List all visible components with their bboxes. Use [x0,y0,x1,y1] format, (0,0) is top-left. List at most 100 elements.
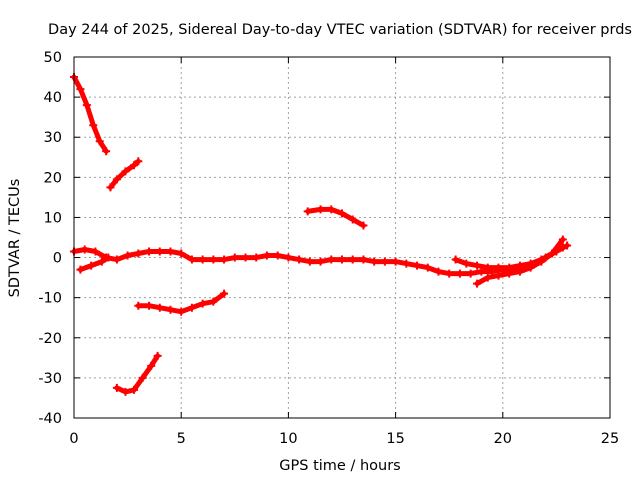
data-point [473,261,482,270]
data-point [515,267,524,276]
data-point [537,257,546,266]
y-tick-label: -30 [38,371,62,387]
data-point [359,221,368,230]
data-point [95,137,104,146]
series-arc-late-2 [473,235,567,288]
chart-title: Day 244 of 2025, Sidereal Day-to-day VTE… [48,22,632,38]
data-point [198,255,207,264]
grid-lines [74,57,610,418]
data-point [273,251,282,260]
data-point [121,387,130,396]
data-point [338,209,346,218]
y-tick-label: -40 [38,411,62,427]
data-point [483,263,492,272]
data-point [316,257,325,266]
axis-ticks: 0 5 10 15 20 25 -40 -30 -20 -10 0 10 20 30 40 50 [38,50,619,447]
data-point [112,175,121,184]
data-point [145,301,154,310]
data-point [462,259,471,268]
data-point [305,257,314,266]
data-point [505,269,514,278]
data-point [445,269,454,278]
data-point [123,251,132,260]
data-point [177,307,186,316]
data-point [153,351,162,360]
data-point [187,255,196,264]
data-point [155,247,164,256]
data-point [220,255,229,264]
data-point [295,255,304,264]
series-arc-high-descending [70,73,111,156]
series-arc-mid-rising [106,157,143,192]
y-axis-label: SDTVAR / TECUs [7,179,23,298]
data-point [348,215,357,224]
data-point [252,253,261,262]
data-point [166,247,175,256]
data-point [97,257,106,266]
data-point [220,289,229,298]
y-tick-label: 20 [44,170,62,186]
series-arc-near-zero-main [70,241,572,278]
data-point [80,245,89,254]
x-tick-label: 5 [177,431,186,447]
data-point [402,259,411,268]
data-point [155,303,164,312]
y-tick-label: 30 [44,130,62,146]
plot-frame [73,56,611,419]
series-line [71,74,109,154]
data-point [134,301,143,310]
data-point [102,147,111,156]
data-point [198,299,207,308]
data-point [104,253,113,262]
x-tick-label: 0 [69,431,78,447]
data-point [473,279,482,288]
data-point [494,263,503,272]
y-tick-label: 40 [44,90,62,106]
data-point [91,247,100,256]
data-point [423,263,432,272]
data-point [380,257,389,266]
data-point [76,265,85,274]
data-point [89,121,98,130]
y-tick-label: 50 [44,50,62,66]
data-point [138,373,147,382]
y-tick-label: -20 [38,331,62,347]
data-point [177,249,186,258]
data-point [145,247,154,256]
x-tick-label: 25 [601,431,619,447]
data-point [348,255,357,264]
series-arc-lowest [112,351,162,396]
data-point [338,255,346,264]
data-point [327,205,336,214]
series-arc-low-negative [134,289,229,316]
data-point [112,383,121,392]
data-point [434,267,443,276]
x-tick-label: 20 [494,431,512,447]
data-point [87,261,96,270]
data-point [209,255,218,264]
data-point [262,251,271,260]
data-series [70,73,572,396]
x-tick-label: 15 [386,431,404,447]
y-tick-label: 10 [44,210,62,226]
data-point [413,261,422,270]
data-point [558,243,567,252]
data-point [494,271,503,280]
data-point [284,253,293,262]
x-tick-label: 10 [279,431,297,447]
data-point [230,253,239,262]
data-point [130,385,139,394]
data-point [82,101,91,110]
y-tick-label: -10 [38,291,62,307]
data-point [112,255,121,264]
data-point [166,305,175,314]
data-point [451,255,460,264]
data-point [370,257,379,266]
series-line [114,353,161,395]
data-point [106,183,115,192]
data-point [466,269,475,278]
data-point [327,255,336,264]
data-point [316,205,325,214]
data-point [558,235,567,244]
